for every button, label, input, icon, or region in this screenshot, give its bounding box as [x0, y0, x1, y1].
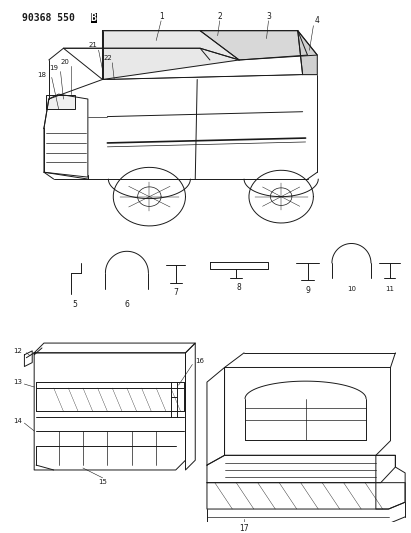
Text: 1: 1: [159, 12, 164, 21]
Text: 13: 13: [14, 379, 23, 385]
Text: 20: 20: [61, 59, 70, 65]
Text: 90368 550: 90368 550: [23, 13, 75, 23]
Text: 6: 6: [125, 300, 129, 309]
Polygon shape: [298, 31, 317, 75]
Text: 22: 22: [104, 55, 113, 61]
Text: 10: 10: [347, 286, 356, 293]
Polygon shape: [102, 31, 239, 79]
Text: 16: 16: [195, 358, 204, 364]
Text: 4: 4: [315, 17, 320, 26]
Text: B: B: [91, 13, 97, 23]
Text: 18: 18: [37, 71, 46, 78]
Text: 9: 9: [305, 286, 310, 295]
Text: 2: 2: [217, 12, 222, 21]
Text: 5: 5: [73, 300, 78, 309]
Text: 17: 17: [239, 524, 249, 533]
Text: 12: 12: [14, 348, 23, 354]
Text: 8: 8: [237, 283, 242, 292]
Text: 19: 19: [49, 65, 58, 71]
Text: B: B: [91, 13, 97, 23]
Text: 7: 7: [173, 288, 178, 297]
Polygon shape: [200, 31, 307, 60]
Text: 21: 21: [88, 42, 97, 49]
FancyBboxPatch shape: [46, 95, 75, 109]
Text: 3: 3: [266, 12, 271, 21]
Text: 15: 15: [98, 479, 107, 484]
Text: 11: 11: [385, 286, 394, 293]
Text: 14: 14: [14, 418, 23, 424]
